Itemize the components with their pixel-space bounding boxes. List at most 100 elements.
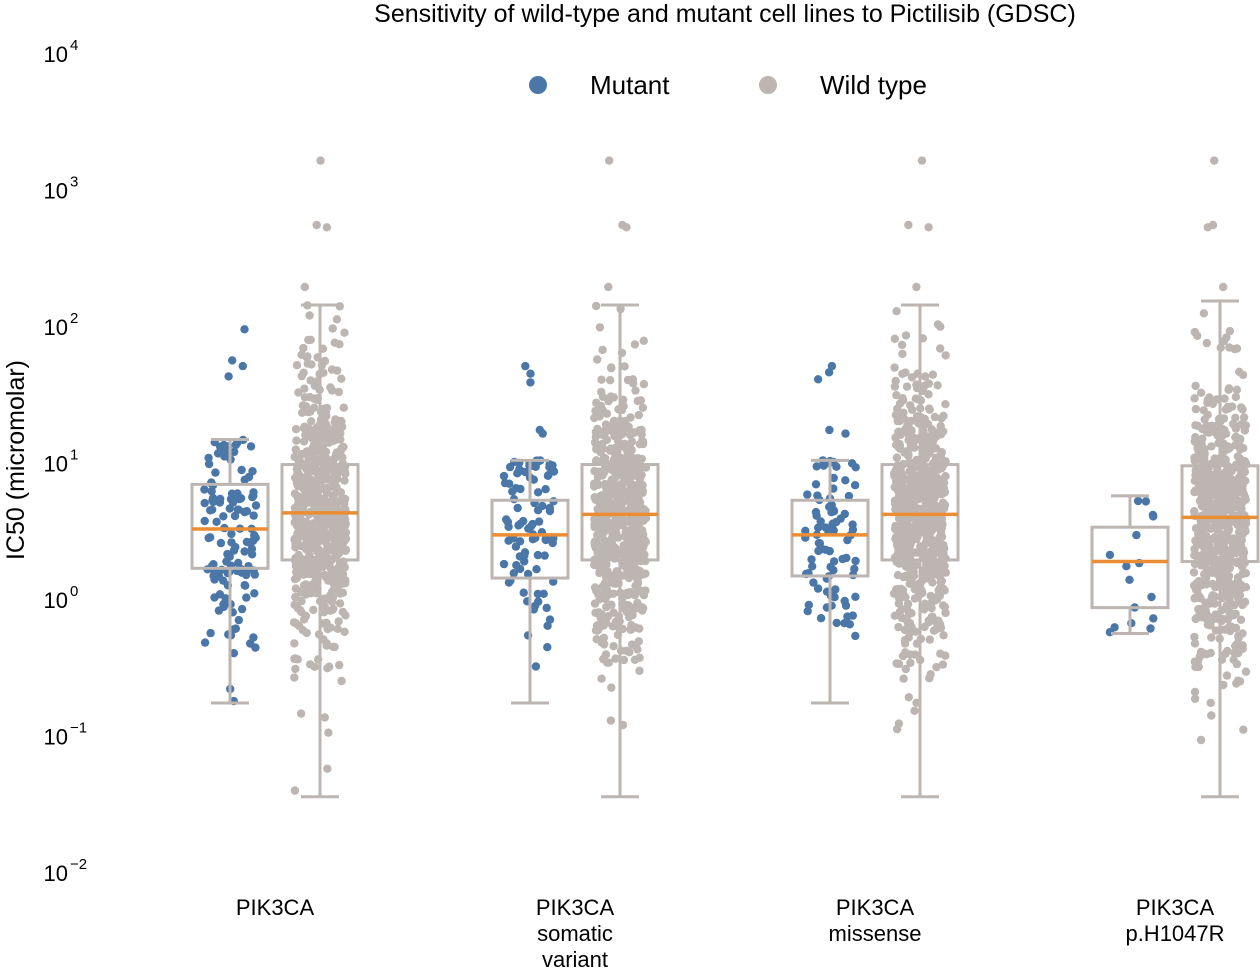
- group-4-wildtype-point: [1202, 427, 1212, 437]
- group-2-mutant-point: [502, 515, 511, 524]
- group-2-wildtype-point: [635, 666, 644, 675]
- group-2-mutant-point: [500, 478, 510, 488]
- group-3-wildtype-point: [926, 525, 936, 534]
- group-4-wildtype-point: [1203, 620, 1213, 629]
- group-2-wildtype-point: [594, 467, 604, 476]
- group-4-wildtype-point: [1220, 426, 1229, 435]
- group-1-mutant-point: [220, 448, 230, 458]
- group-3-wildtype-point: [930, 432, 939, 442]
- group-3-mutant-flier: [813, 375, 823, 384]
- group-1-wildtype-point: [332, 471, 341, 480]
- group-1-wildtype-point: [303, 587, 312, 597]
- group-4-wildtype-point: [1202, 338, 1212, 348]
- group-3-wildtype-point: [934, 481, 944, 490]
- group-3-wildtype-point: [929, 626, 939, 635]
- group-3-wildtype-point: [929, 496, 938, 505]
- group-3-wildtype-point: [932, 618, 942, 628]
- group-1-mutant-flier: [228, 356, 237, 365]
- group-1-wildtype-point: [329, 604, 338, 614]
- group-4-wildtype-point: [1224, 385, 1233, 394]
- group-2-mutant-point: [543, 643, 552, 652]
- group-1-wildtype-point: [328, 324, 337, 333]
- group-3-wildtype-flier: [912, 282, 921, 292]
- group-1-mutant-point: [225, 552, 234, 561]
- group-1-wildtype-point: [339, 403, 348, 412]
- group-3-wildtype-point: [890, 363, 899, 372]
- group-4-wildtype-point: [1191, 381, 1200, 391]
- group-1-wildtype-point: [330, 642, 339, 652]
- group-1-wildtype-point: [297, 588, 306, 597]
- group-2-wildtype-point: [591, 439, 600, 448]
- x-label-line: somatic: [537, 921, 613, 946]
- group-1-wildtype-point: [291, 664, 300, 674]
- legend-marker-1: [759, 76, 777, 94]
- group-3-mutant-point: [832, 618, 841, 628]
- group-3-wildtype-point: [928, 612, 937, 621]
- group-3-mutant-point: [851, 463, 860, 472]
- group-2-mutant-point: [516, 484, 525, 494]
- group-1-wildtype-point: [313, 469, 322, 478]
- group-3-mutant-point: [816, 517, 825, 526]
- group-4-wildtype-point: [1231, 623, 1241, 633]
- group-3-wildtype-point: [937, 576, 946, 586]
- group-1-wildtype-point: [337, 374, 346, 383]
- group-1-wildtype-point: [322, 433, 332, 442]
- group-4-wildtype-point: [1225, 536, 1235, 545]
- group-3-wildtype-point: [894, 659, 904, 669]
- group-1-mutant-point: [200, 638, 210, 647]
- group-3-wildtype-point: [937, 448, 946, 457]
- group-4-wildtype-point: [1231, 641, 1240, 651]
- group-4-wildtype-point: [1238, 569, 1247, 579]
- group-1-wildtype-point: [320, 502, 329, 512]
- group-1-wildtype-point: [290, 673, 299, 682]
- group-4-wildtype-point: [1196, 531, 1206, 540]
- group-4-wildtype-point: [1234, 520, 1243, 530]
- group-2-wildtype-point: [628, 375, 638, 384]
- y-tick-exponent: 1: [70, 447, 78, 464]
- group-1-mutant-point: [204, 453, 213, 463]
- group-1-wildtype-point: [290, 654, 299, 664]
- group-1-wildtype-point: [334, 617, 343, 626]
- group-3-wildtype-point: [941, 351, 950, 360]
- group-2-mutant-flier: [535, 425, 544, 435]
- group-3-wildtype-point: [934, 540, 943, 549]
- group-1-wildtype-point: [296, 606, 305, 615]
- group-2-wildtype-point: [597, 610, 606, 619]
- x-category-label-3: PIK3CA missense: [829, 895, 922, 946]
- group-2-wildtype-point: [590, 479, 599, 488]
- group-1-mutant-point: [210, 575, 219, 584]
- group-2-wildtype-point: [597, 674, 606, 683]
- group-3-wildtype-point: [935, 567, 944, 576]
- group-2-wildtype-point: [607, 683, 616, 692]
- group-1-wildtype-point: [309, 441, 319, 450]
- group-4-mutant-points: [1105, 496, 1158, 637]
- group-4-wildtype-point: [1236, 434, 1245, 444]
- group-2-mutant-point: [528, 535, 538, 544]
- y-tick-exponent: 3: [70, 174, 78, 191]
- group-3-wildtype-point: [926, 591, 935, 601]
- group-1-wildtype-point: [327, 365, 337, 374]
- group-4-wildtype-point: [1231, 392, 1241, 402]
- group-1-wildtype-point: [330, 479, 339, 489]
- group-1-mutant-point: [240, 507, 249, 517]
- group-1-wildtype-point: [307, 488, 316, 497]
- group-2-wildtype-point: [602, 618, 611, 628]
- group-2-wildtype-point: [594, 427, 603, 437]
- group-2-wildtype-point: [598, 345, 607, 355]
- group-2-wildtype-point: [637, 430, 646, 439]
- group-1-wildtype-point: [313, 537, 323, 546]
- group-3-mutant-point: [814, 546, 823, 556]
- group-1-wildtype-point: [325, 662, 334, 671]
- group-3-wildtype-point: [937, 524, 946, 533]
- group-1-wildtype-point: [337, 676, 346, 686]
- group-1-wildtype-point: [322, 641, 331, 650]
- group-1-wildtype-point: [297, 596, 306, 606]
- group-4-mutant-point: [1149, 614, 1158, 623]
- group-3-mutant-point: [816, 614, 826, 623]
- group-1-mutant-point: [251, 643, 260, 652]
- y-tick-exponent: 4: [70, 37, 78, 54]
- group-4-wildtype-point: [1240, 597, 1250, 607]
- group-1-wildtype-point: [291, 425, 301, 434]
- group-1-mutant-point: [200, 485, 209, 494]
- group-2-wildtype-point: [625, 648, 634, 657]
